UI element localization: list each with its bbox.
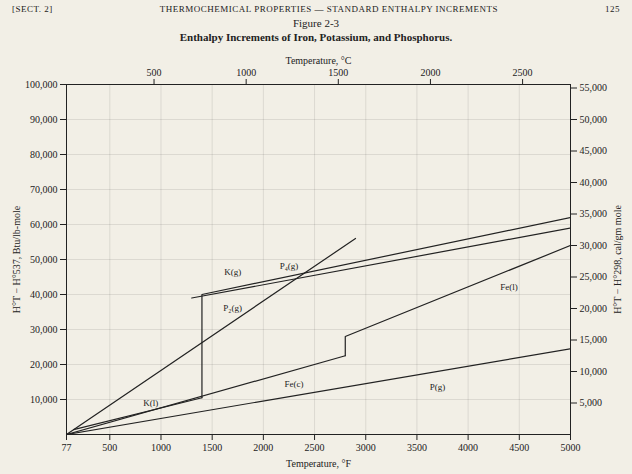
svg-text:5,000: 5,000 xyxy=(580,397,603,408)
html-text:Enthalpy Increments of Iron, P: Enthalpy Increments of Iron, Potassium, … xyxy=(179,31,453,43)
svg-text:P₂(g): P₂(g) xyxy=(223,303,242,313)
html-text:[SECT. 2]: [SECT. 2] xyxy=(12,4,53,14)
svg-text:80,000: 80,000 xyxy=(30,149,58,160)
svg-text:1000: 1000 xyxy=(236,67,256,78)
svg-text:30,000: 30,000 xyxy=(580,240,608,251)
svg-text:K(l): K(l) xyxy=(143,398,158,408)
html-text:125: 125 xyxy=(605,4,620,14)
svg-text:P(g): P(g) xyxy=(430,382,446,392)
svg-text:20,000: 20,000 xyxy=(580,303,608,314)
svg-text:4500: 4500 xyxy=(509,442,529,453)
svg-text:Fe(l): Fe(l) xyxy=(500,282,518,292)
svg-text:50,000: 50,000 xyxy=(580,114,608,125)
html-text:Figure 2-3: Figure 2-3 xyxy=(292,17,340,29)
svg-text:Fe(c): Fe(c) xyxy=(285,379,304,389)
svg-text:H°T − H°298, cal/gm mole: H°T − H°298, cal/gm mole xyxy=(612,205,623,314)
svg-text:500: 500 xyxy=(147,67,162,78)
svg-text:30,000: 30,000 xyxy=(30,324,58,335)
svg-text:Temperature, °C: Temperature, °C xyxy=(285,55,351,66)
svg-text:60,000: 60,000 xyxy=(30,219,58,230)
svg-text:50,000: 50,000 xyxy=(30,254,58,265)
svg-text:P₄(g): P₄(g) xyxy=(280,261,299,271)
svg-text:2000: 2000 xyxy=(420,67,440,78)
svg-text:77: 77 xyxy=(62,442,72,453)
svg-text:35,000: 35,000 xyxy=(580,208,608,219)
svg-text:55,000: 55,000 xyxy=(580,82,608,93)
svg-text:20,000: 20,000 xyxy=(30,359,58,370)
svg-text:1500: 1500 xyxy=(328,67,348,78)
svg-text:25,000: 25,000 xyxy=(580,271,608,282)
svg-text:5000: 5000 xyxy=(561,442,581,453)
svg-text:15,000: 15,000 xyxy=(580,334,608,345)
svg-text:3500: 3500 xyxy=(407,442,427,453)
svg-text:K(g): K(g) xyxy=(224,267,241,277)
svg-text:10,000: 10,000 xyxy=(30,394,58,405)
svg-text:3000: 3000 xyxy=(356,442,376,453)
svg-text:100,000: 100,000 xyxy=(25,79,58,90)
svg-text:10,000: 10,000 xyxy=(580,366,608,377)
svg-text:45,000: 45,000 xyxy=(580,145,608,156)
svg-text:40,000: 40,000 xyxy=(580,177,608,188)
svg-text:500: 500 xyxy=(102,442,117,453)
svg-text:Temperature, °F: Temperature, °F xyxy=(286,458,351,469)
svg-text:2500: 2500 xyxy=(513,67,533,78)
svg-text:H°T − H°537, Btu/lb-mole: H°T − H°537, Btu/lb-mole xyxy=(11,205,22,313)
html-text:THERMOCHEMICAL PROPERTIES — ST: THERMOCHEMICAL PROPERTIES — STANDARD ENT… xyxy=(159,4,499,14)
svg-text:4000: 4000 xyxy=(458,442,478,453)
svg-text:90,000: 90,000 xyxy=(30,114,58,125)
svg-text:2500: 2500 xyxy=(305,442,325,453)
svg-text:1500: 1500 xyxy=(202,442,222,453)
svg-text:70,000: 70,000 xyxy=(30,184,58,195)
svg-text:40,000: 40,000 xyxy=(30,289,58,300)
svg-text:2000: 2000 xyxy=(253,442,273,453)
svg-text:1000: 1000 xyxy=(151,442,171,453)
